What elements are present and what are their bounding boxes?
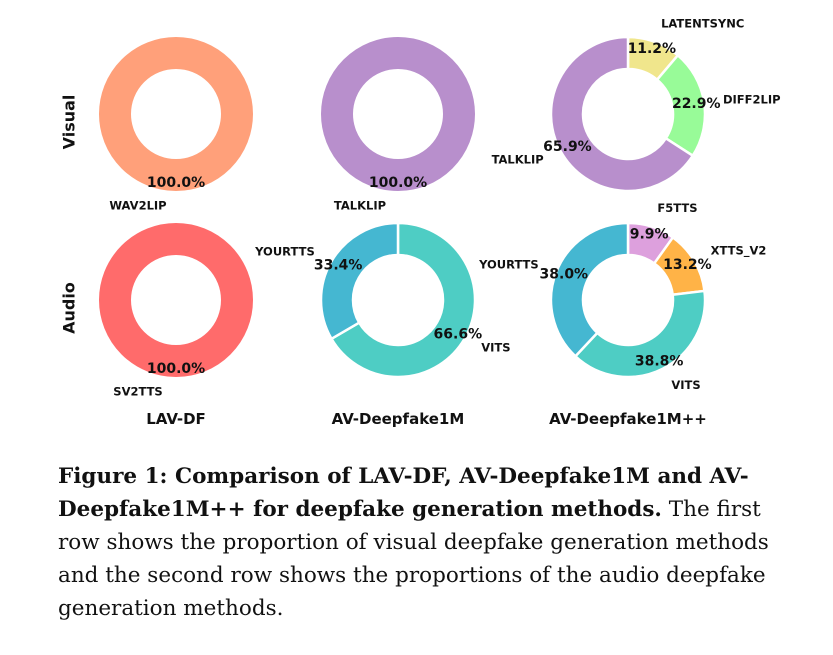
percent-label-audio-av-deepfake1m-xtts-v2: 13.2% bbox=[663, 257, 712, 273]
donut-audio-av-deepfake1m: 66.6%VITS 33.4%YOURTTS bbox=[254, 221, 511, 379]
slice-label-visual-av-deepfake1m-diff2lip: DIFF2LIP bbox=[723, 92, 781, 106]
donut-visual-lav-df: 100.0% WAV2LIP bbox=[99, 37, 253, 213]
slice-label-audio-av-deepfake1m-yourtts: YOURTTS bbox=[254, 245, 315, 259]
donut-audio-av-deepfake1m: 9.9% F5TTS 13.2%XTTS_V2 38.8% VITS 38.0%YOURT… bbox=[478, 201, 766, 392]
percent-label-audio-av-deepfake1m-vits: 38.8% bbox=[635, 354, 684, 370]
donut-visual-av-deepfake1m: 11.2% LATENTSYNC 22.9% DIFF2LIP 65.9%TALKLIP bbox=[492, 16, 781, 193]
percent-label-visual-lav-df-wav2lip: 100.0% bbox=[147, 175, 205, 191]
percent-label-visual-av-deepfake1m-diff2lip: 22.9% bbox=[672, 96, 721, 112]
slice-visual-lav-df-wav2lip bbox=[99, 37, 253, 191]
slice-audio-av-deepfake1m-vits bbox=[329, 221, 477, 379]
column-title-av-deepfake1m-plus: AV-Deepfake1M++ bbox=[549, 410, 707, 428]
slice-label-audio-av-deepfake1m-xtts-v2: XTTS_V2 bbox=[711, 244, 767, 259]
donut-visual-av-deepfake1m: 100.0% TALKLIP bbox=[321, 37, 475, 213]
percent-label-audio-av-deepfake1m-vits: 66.6% bbox=[434, 326, 483, 342]
slice-visual-av-deepfake1m-talklip bbox=[549, 35, 695, 193]
caption-text: The first row shows the proportion of vi… bbox=[58, 497, 769, 621]
row-title-visual: Visual bbox=[60, 95, 79, 150]
slice-label-audio-av-deepfake1m-vits: VITS bbox=[481, 340, 510, 354]
percent-label-visual-av-deepfake1m-talklip: 65.9% bbox=[543, 139, 592, 155]
slice-label-visual-av-deepfake1m-talklip: TALKLIP bbox=[334, 199, 386, 213]
slice-label-audio-av-deepfake1m-yourtts: YOURTTS bbox=[478, 257, 539, 271]
slice-audio-av-deepfake1m-yourtts bbox=[319, 221, 400, 341]
donut-chart-grid: 100.0% WAV2LIP 100.0% TALKLIP 11.2% LATENTSYN… bbox=[60, 16, 781, 428]
slice-label-visual-av-deepfake1m-latentsync: LATENTSYNC bbox=[661, 16, 744, 30]
slice-label-visual-lav-df-wav2lip: WAV2LIP bbox=[109, 199, 166, 213]
percent-label-visual-av-deepfake1m-latentsync: 11.2% bbox=[627, 41, 676, 57]
slice-audio-av-deepfake1m-vits bbox=[573, 289, 707, 379]
percent-label-audio-av-deepfake1m-yourtts: 33.4% bbox=[314, 258, 363, 274]
percent-label-audio-lav-df-sv2tts: 100.0% bbox=[147, 361, 205, 377]
caption-label: Figure 1: Comparison of LAV-DF, AV-Deepf… bbox=[58, 464, 749, 522]
slice-audio-av-deepfake1m-yourtts bbox=[549, 221, 630, 359]
percent-label-audio-av-deepfake1m-yourtts: 38.0% bbox=[540, 267, 589, 283]
percent-label-visual-av-deepfake1m-talklip: 100.0% bbox=[369, 175, 427, 191]
slice-label-audio-av-deepfake1m-f5tts: F5TTS bbox=[657, 201, 697, 215]
donut-audio-lav-df: 100.0% SV2TTS bbox=[99, 223, 253, 399]
slice-label-visual-av-deepfake1m-talklip: TALKLIP bbox=[492, 152, 544, 166]
slice-audio-lav-df-sv2tts bbox=[99, 223, 253, 377]
charts-layer: 100.0% WAV2LIP 100.0% TALKLIP 11.2% LATENTSYN… bbox=[99, 16, 781, 399]
slice-visual-av-deepfake1m-talklip bbox=[321, 37, 475, 191]
column-title-lav-df: LAV-DF bbox=[146, 410, 206, 428]
figure-caption: Figure 1: Comparison of LAV-DF, AV-Deepf… bbox=[58, 460, 788, 625]
slice-label-audio-av-deepfake1m-vits: VITS bbox=[671, 378, 700, 392]
column-title-av-deepfake1m: AV-Deepfake1M bbox=[332, 410, 465, 428]
percent-label-audio-av-deepfake1m-f5tts: 9.9% bbox=[630, 226, 669, 242]
row-title-audio: Audio bbox=[60, 282, 79, 334]
slice-label-audio-lav-df-sv2tts: SV2TTS bbox=[113, 385, 162, 399]
